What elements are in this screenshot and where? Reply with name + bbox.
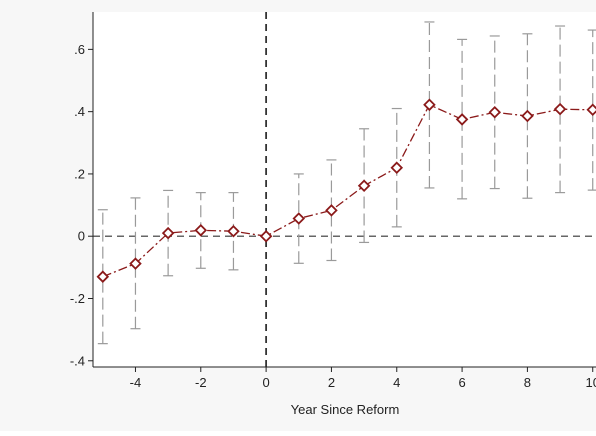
data-point-3 [194,224,208,237]
y-tick-label-0: -.4 [70,353,85,368]
x-tick-label-7: 10 [585,375,596,390]
series-markers [96,98,596,283]
x-tick-label-5: 6 [458,375,465,390]
series-path [102,103,593,278]
x-tick-label-2: 0 [262,375,269,390]
data-point-1 [129,257,142,270]
data-point-2 [161,226,175,240]
data-point-0 [96,270,110,283]
data-point-6 [292,212,306,225]
data-point-13 [521,109,534,123]
data-point-4 [227,224,240,238]
x-tick-label-1: -2 [195,375,207,390]
data-point-8 [357,179,371,193]
y-tick-label-2: 0 [78,229,85,244]
y-tick-label-5: .6 [74,42,85,57]
x-axis-label: Year Since Reform [291,402,400,417]
x-tick-label-4: 4 [393,375,400,390]
data-point-7 [325,204,338,217]
data-point-9 [390,161,404,174]
data-point-11 [455,113,469,126]
data-point-12 [488,105,502,119]
y-tick-label-3: .2 [74,166,85,181]
x-tick-label-0: -4 [130,375,142,390]
y-tick-label-4: .4 [74,104,85,119]
axes: -.4 -.2 0 .2 .4 .6 -4 -2 0 2 4 6 8 10 [70,12,596,390]
plot-area [93,12,596,367]
data-point-14 [553,102,567,116]
y-tick-label-1: -.2 [70,291,85,306]
x-tick-label-6: 8 [524,375,531,390]
data-point-5 [259,229,273,243]
data-point-15 [586,103,596,117]
series-line [102,103,593,278]
x-tick-label-3: 2 [328,375,335,390]
data-point-10 [423,98,436,112]
